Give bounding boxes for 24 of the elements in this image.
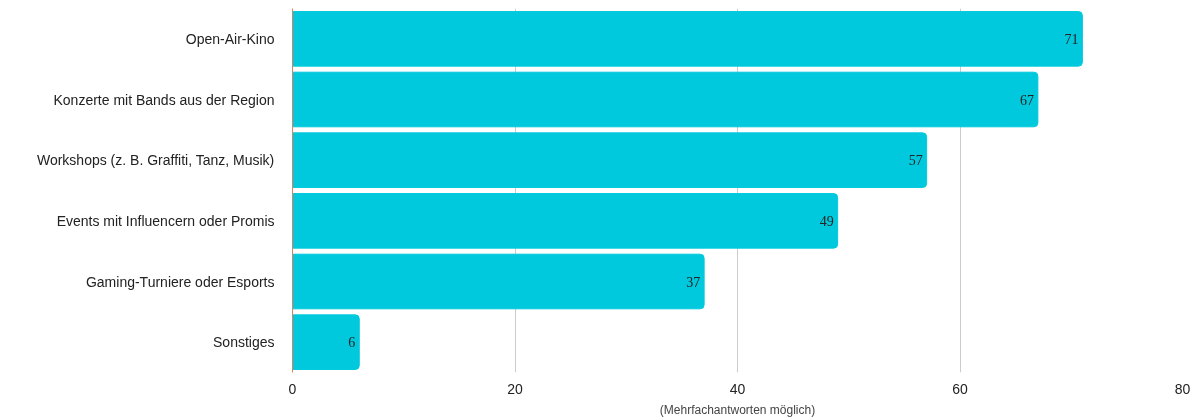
- x-tick-label: 80: [1174, 380, 1191, 397]
- data-label: 6: [348, 335, 356, 351]
- bar: [292, 193, 839, 249]
- data-label: 67: [1019, 92, 1034, 108]
- bar: [292, 71, 1039, 128]
- y-tick-label: Workshops (z. B. Graffiti, Tanz, Musik): [36, 152, 275, 169]
- bar: [292, 253, 705, 310]
- y-tick-label: Open-Air-Kino: [185, 30, 275, 47]
- x-tick-label: 40: [729, 380, 746, 397]
- x-axis-title: (Mehrfachantworten möglich): [659, 402, 816, 417]
- y-tick-label: Gaming-Turniere oder Esports: [85, 273, 275, 290]
- data-label: 49: [819, 213, 834, 229]
- bar: [292, 132, 928, 188]
- y-tick-label: Events mit Influencern oder Promis: [56, 212, 275, 229]
- x-tick-label: 60: [952, 380, 968, 397]
- data-label: 71: [1064, 31, 1079, 47]
- bar: [292, 314, 360, 370]
- y-tick-label: Sonstiges: [213, 334, 275, 351]
- bar: [292, 11, 1083, 67]
- y-tick-label: Konzerte mit Bands aus der Region: [53, 91, 275, 108]
- x-tick-label: 20: [507, 380, 523, 397]
- data-label: 57: [908, 153, 923, 169]
- data-label: 37: [686, 274, 701, 290]
- x-tick-label: 0: [288, 380, 297, 397]
